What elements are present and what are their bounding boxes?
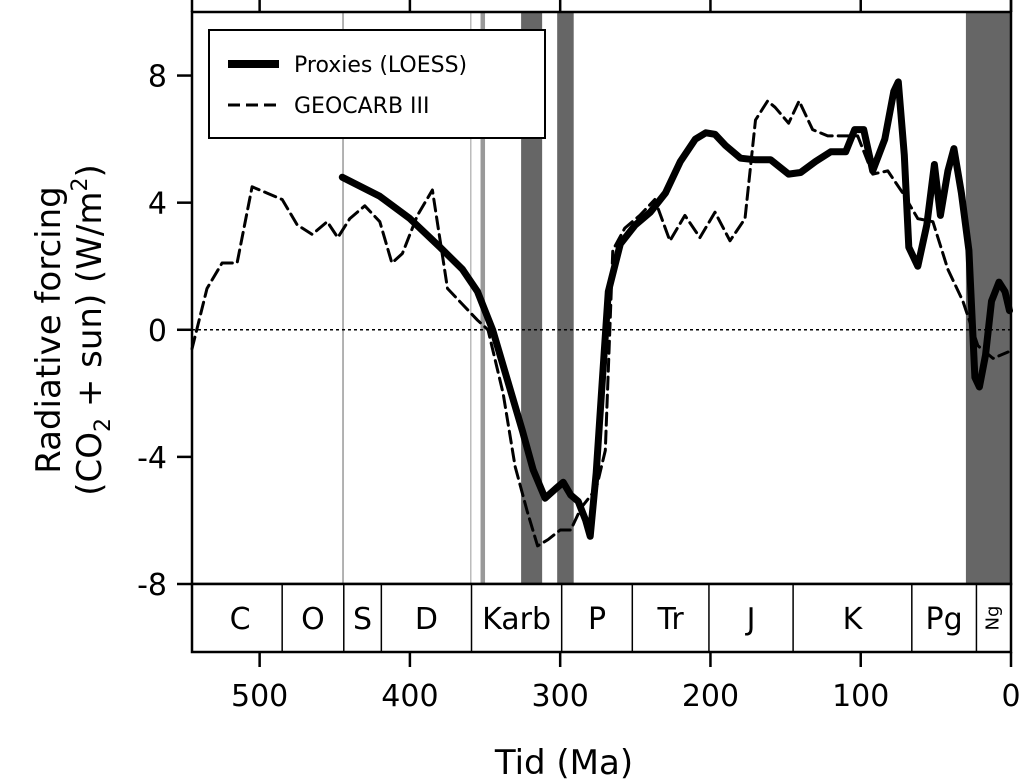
legend: Proxies (LOESS) GEOCARB III: [208, 29, 546, 139]
shaded-band-4: [557, 12, 574, 584]
x-tick-label-300: 300: [532, 679, 589, 714]
y-tick-label-4: 4: [148, 187, 167, 222]
legend-label-proxies: Proxies (LOESS): [294, 53, 467, 78]
y-tick-label-8: 8: [148, 60, 167, 95]
x-tick-label-500: 500: [231, 679, 288, 714]
period-label-P: P: [588, 602, 606, 637]
x-axis-title: Tid (Ma): [494, 743, 633, 782]
shaded-band-0: [342, 12, 344, 584]
period-label-S: S: [353, 602, 372, 637]
period-label-Tr: Tr: [657, 602, 685, 637]
geologic-periods: C O S D Karb P Tr J K Pg Ng: [190, 582, 1013, 654]
period-label-Ng: Ng: [983, 606, 1004, 631]
series-line-proxies: [338, 78, 1013, 540]
y-axis-title: Radiative forcing (CO2 + sun) (W/m2): [29, 164, 116, 496]
legend-label-geocarb: GEOCARB III: [294, 94, 430, 119]
period-label-J: J: [745, 602, 756, 637]
period-label-Karb: Karb: [482, 602, 551, 637]
x-tick-label-0: 0: [1001, 679, 1020, 714]
period-strip: [190, 582, 1013, 654]
x-tick-label-200: 200: [682, 679, 739, 714]
legend-box: [208, 29, 546, 139]
y-axis-title-line1: Radiative forcing: [29, 186, 69, 473]
series-line-geocarb: [190, 99, 1010, 548]
series-group: [190, 78, 1013, 548]
period-label-K: K: [843, 602, 864, 637]
y-axis-title-line2: (CO2 + sun) (W/m2): [68, 164, 116, 496]
period-label-C: C: [230, 602, 251, 637]
period-label-D: D: [415, 602, 438, 637]
y-tick-label--4: -4: [137, 441, 167, 476]
x-tick-label-100: 100: [832, 679, 889, 714]
y-tick-label-0: 0: [148, 314, 167, 349]
x-tick-label-400: 400: [381, 679, 438, 714]
period-label-Pg: Pg: [926, 602, 963, 637]
shaded-band-1: [470, 12, 472, 584]
y-tick-label--8: -8: [137, 568, 167, 603]
period-label-O: O: [301, 602, 325, 637]
axis-ticks: 500 400 300 200 100 0 8 4 0 -4 -8: [137, 0, 1021, 714]
